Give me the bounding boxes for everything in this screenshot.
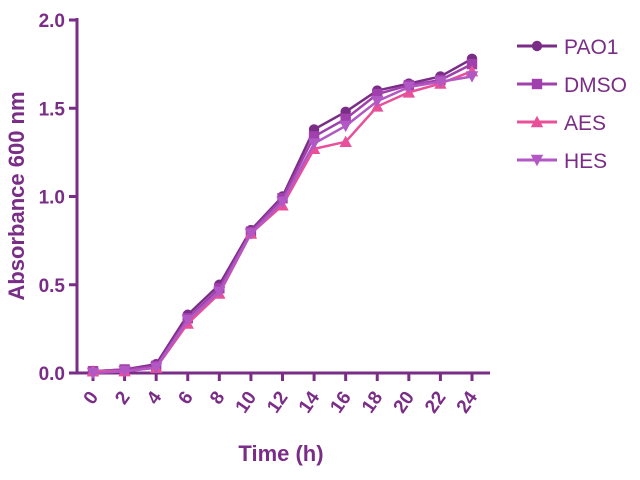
y-tick-label: 0.0 — [39, 364, 65, 385]
legend-item-aes: AES — [517, 112, 606, 135]
data-point-hes — [434, 76, 447, 88]
x-tick-label: 0 — [80, 388, 103, 409]
legend-label: HES — [564, 150, 607, 173]
x-tick-label: 22 — [421, 388, 450, 417]
x-tick-label: 14 — [295, 387, 325, 417]
legend: PAO1 DMSO AES HES — [517, 36, 627, 173]
x-tick-label: 12 — [263, 388, 292, 417]
legend-marker — [530, 115, 544, 128]
legend-label: AES — [564, 112, 606, 135]
series-dmso — [87, 58, 478, 377]
series-line-hes — [92, 75, 473, 375]
y-tick-label: 1.0 — [39, 188, 65, 209]
data-point-hes — [402, 81, 416, 94]
data-point-hes — [465, 71, 479, 83]
x-axis-title: Time (h) — [238, 441, 323, 466]
x-tick-label: 8 — [206, 388, 229, 409]
data-point-dmso — [340, 113, 351, 125]
x-tick-label: 6 — [175, 388, 198, 409]
data-point-hes — [244, 228, 258, 240]
series-line-pao1 — [92, 57, 473, 373]
series-aes — [86, 64, 479, 377]
legend-item-pao1: PAO1 — [517, 36, 618, 59]
y-tick-label: 1.5 — [39, 99, 66, 120]
data-point-hes — [118, 366, 131, 378]
x-tick-label: 24 — [453, 387, 483, 417]
series-pao1 — [87, 53, 478, 377]
data-point-hes — [86, 367, 100, 380]
data-point-hes — [371, 95, 384, 108]
x-tick-label: 16 — [326, 388, 355, 417]
x-tick-label: 18 — [358, 388, 387, 417]
data-point-hes — [213, 286, 226, 299]
legend-marker — [531, 78, 543, 90]
x-tick-label: 20 — [390, 388, 419, 417]
legend-label: PAO1 — [564, 36, 618, 59]
y-axis-ticks: 0.0 0.5 1.0 1.5 2.0 — [39, 11, 77, 385]
series-hes — [86, 71, 479, 380]
legend-marker — [531, 40, 543, 52]
data-point-aes — [339, 135, 352, 147]
y-axis-title: Absorbance 600 nm — [4, 91, 29, 300]
x-tick-label: 2 — [111, 388, 134, 409]
data-point-hes — [276, 196, 289, 208]
x-axis-ticks: 0 2 4 6 8 10 12 14 16 18 20 22 24 — [80, 373, 483, 417]
data-point-hes — [307, 138, 321, 150]
data-point-dmso — [372, 88, 383, 100]
data-point-hes — [181, 314, 194, 327]
x-tick-label: 10 — [232, 388, 261, 417]
data-point-hes — [339, 120, 352, 133]
legend-item-dmso: DMSO — [517, 74, 627, 97]
legend-label: DMSO — [564, 74, 627, 97]
data-point-hes — [149, 362, 163, 374]
x-tick-label: 4 — [143, 387, 167, 408]
legend-marker — [530, 154, 544, 167]
series-line-aes — [93, 70, 473, 373]
y-tick-label: 2.0 — [39, 11, 65, 32]
data-point-dmso — [466, 58, 478, 70]
y-tick-label: 0.5 — [39, 276, 66, 297]
data-point-dmso — [308, 131, 320, 142]
series-layer — [86, 53, 479, 380]
legend-item-hes: HES — [517, 150, 607, 173]
series-line-dmso — [92, 63, 473, 373]
